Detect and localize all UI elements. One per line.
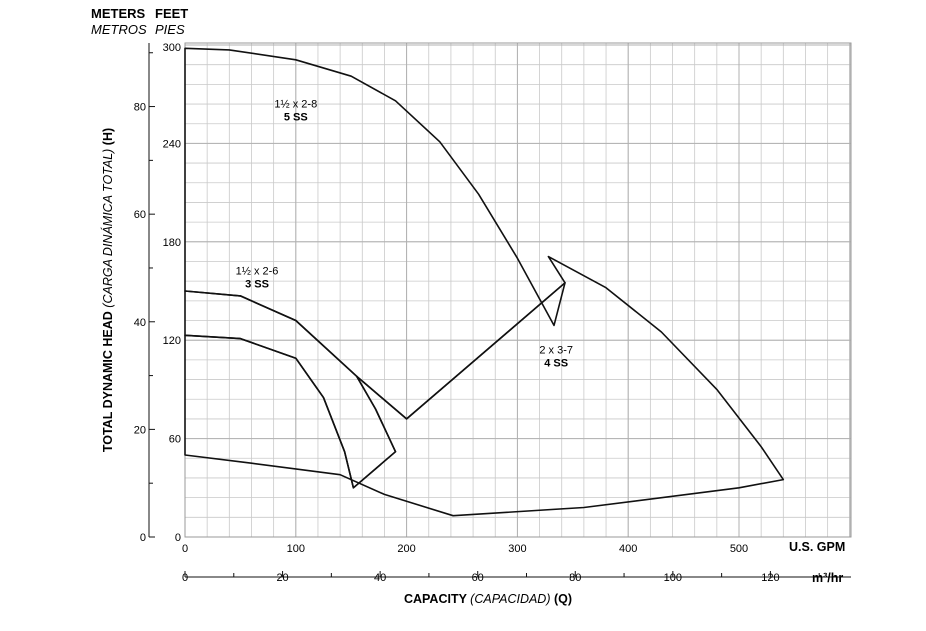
feet-tick-label: 300 <box>163 42 181 54</box>
x-unit-m3hr: m³/hr <box>812 571 843 585</box>
m3hr-tick-label: 0 <box>182 572 188 584</box>
header-meters: METERS <box>91 6 146 21</box>
gpm-tick-label: 200 <box>397 543 415 555</box>
pump-zones <box>184 47 785 517</box>
gpm-tick-label: 500 <box>730 543 748 555</box>
header-metros: METROS <box>91 22 147 37</box>
gpm-tick-label: 100 <box>287 543 305 555</box>
zone-label-sub: 4 SS <box>544 357 568 369</box>
y-axis-title-italic: (CARGA DINÁMICA TOTAL) <box>100 149 115 308</box>
header-pies: PIES <box>155 22 185 37</box>
m3hr-tick-label: 120 <box>761 572 779 584</box>
zone-label-name: 1½ x 2-6 <box>236 266 279 278</box>
m3hr-tick-label: 80 <box>569 572 581 584</box>
meters-tick-label: 80 <box>134 102 146 114</box>
y-axis-title-tail: (H) <box>101 128 115 149</box>
gpm-tick-label: 0 <box>182 543 188 555</box>
m3hr-tick-label: 60 <box>472 572 484 584</box>
zone-label-name: 2 x 3-7 <box>539 344 573 356</box>
x-axis-title-tail: (Q) <box>551 592 573 606</box>
gpm-tick-label: 400 <box>619 543 637 555</box>
axes <box>148 43 851 578</box>
meters-tick-label: 0 <box>140 532 146 544</box>
feet-tick-label: 120 <box>163 335 181 347</box>
zone-outline <box>184 255 785 517</box>
feet-tick-label: 0 <box>175 532 181 544</box>
feet-tick-label: 60 <box>169 434 181 446</box>
y-axis-title: TOTAL DYNAMIC HEAD (CARGA DINÁMICA TOTAL… <box>100 128 115 452</box>
feet-tick-label: 240 <box>163 138 181 150</box>
meters-tick-label: 20 <box>134 424 146 436</box>
meters-tick-label: 40 <box>134 317 146 329</box>
zone-label-name: 1½ x 2-8 <box>274 98 317 110</box>
x-unit-gpm: U.S. GPM <box>789 540 845 554</box>
zone-label-sub: 5 SS <box>284 111 308 123</box>
feet-tick-label: 180 <box>163 237 181 249</box>
x-axis-title-bold: CAPACITY <box>404 592 470 606</box>
m3hr-tick-label: 100 <box>664 572 682 584</box>
m3hr-tick-label: 20 <box>276 572 288 584</box>
zone-label-sub: 3 SS <box>245 279 269 291</box>
y-axis-title-bold: TOTAL DYNAMIC HEAD <box>101 308 115 452</box>
meters-tick-label: 60 <box>134 209 146 221</box>
m3hr-tick-label: 40 <box>374 572 386 584</box>
x-axis-title-italic: (CAPACIDAD) <box>470 592 550 606</box>
x-axis-title: CAPACITY (CAPACIDAD) (Q) <box>404 592 572 606</box>
gpm-tick-label: 300 <box>508 543 526 555</box>
header-feet: FEET <box>155 6 188 21</box>
zone-labels: 1½ x 2-85 SS 1½ x 2-63 SS 2 x 3-74 SS <box>236 98 573 369</box>
